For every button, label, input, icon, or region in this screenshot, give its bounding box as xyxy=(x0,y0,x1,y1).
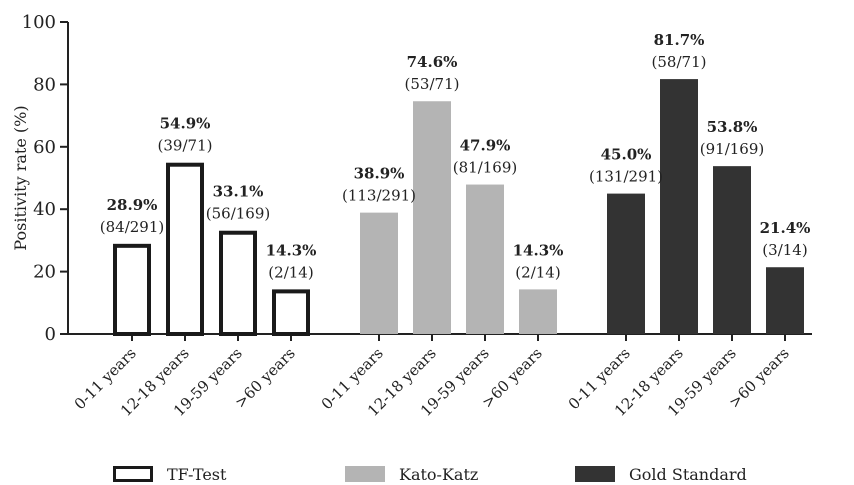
fraction-label: (91/169) xyxy=(700,140,764,158)
value-label: 38.9% xyxy=(354,165,405,183)
value-label: 14.3% xyxy=(266,241,317,259)
fraction-label: (113/291) xyxy=(342,187,416,205)
bar xyxy=(660,79,698,334)
value-label: 47.9% xyxy=(460,137,511,155)
fraction-label: (2/14) xyxy=(515,263,560,281)
value-label: 53.8% xyxy=(707,118,758,136)
bar xyxy=(272,289,310,337)
value-label: 81.7% xyxy=(654,31,705,49)
value-label: 45.0% xyxy=(601,146,652,164)
value-label: 33.1% xyxy=(213,183,264,201)
fraction-label: (84/291) xyxy=(100,218,164,236)
legend-swatch xyxy=(345,466,385,482)
value-label: 14.3% xyxy=(513,241,564,259)
fraction-label: (39/71) xyxy=(158,137,213,155)
value-label: 21.4% xyxy=(760,219,811,237)
legend: TF-Test Kato-Katz Gold Standard xyxy=(113,465,747,484)
legend-swatch xyxy=(575,466,615,482)
bars xyxy=(113,79,804,337)
fraction-label: (3/14) xyxy=(762,241,807,259)
data-labels: 28.9% (84/291) 54.9% (39/71) 33.1% (56/169) 14… xyxy=(100,31,811,281)
y-axis-label: Positivity rate (%) xyxy=(11,105,30,250)
fraction-label: (2/14) xyxy=(268,263,313,281)
legend-item: Gold Standard xyxy=(575,465,747,484)
value-label: 74.6% xyxy=(407,53,458,71)
y-tick-label: 60 xyxy=(33,137,56,158)
fraction-label: (56/169) xyxy=(206,205,270,223)
fraction-label: (81/169) xyxy=(453,159,517,177)
value-label: 54.9% xyxy=(160,115,211,133)
legend-label: Gold Standard xyxy=(629,465,747,484)
value-label: 28.9% xyxy=(107,196,158,214)
bar xyxy=(219,230,257,336)
legend-item: TF-Test xyxy=(113,465,227,484)
legend-label: Kato-Katz xyxy=(399,465,478,484)
bar xyxy=(466,184,504,334)
bar xyxy=(166,162,204,336)
legend-item: Kato-Katz xyxy=(345,465,478,484)
bar xyxy=(766,267,804,334)
bar xyxy=(607,193,645,334)
y-tick-label: 40 xyxy=(33,199,56,220)
fraction-label: (53/71) xyxy=(405,75,460,93)
y-tick-label: 80 xyxy=(33,74,56,95)
bar xyxy=(519,289,557,334)
y-tick-label: 20 xyxy=(33,262,56,283)
legend-swatch xyxy=(113,466,153,482)
y-tick-label: 100 xyxy=(22,12,56,33)
y-axis: 0 20 40 60 80 100 xyxy=(22,12,69,345)
y-tick-label: 0 xyxy=(45,324,56,345)
bar xyxy=(413,101,451,334)
bar xyxy=(113,243,151,336)
fraction-label: (131/291) xyxy=(589,168,663,186)
fraction-label: (58/71) xyxy=(652,53,707,71)
bar xyxy=(713,166,751,334)
bar xyxy=(360,212,398,334)
legend-label: TF-Test xyxy=(167,465,227,484)
